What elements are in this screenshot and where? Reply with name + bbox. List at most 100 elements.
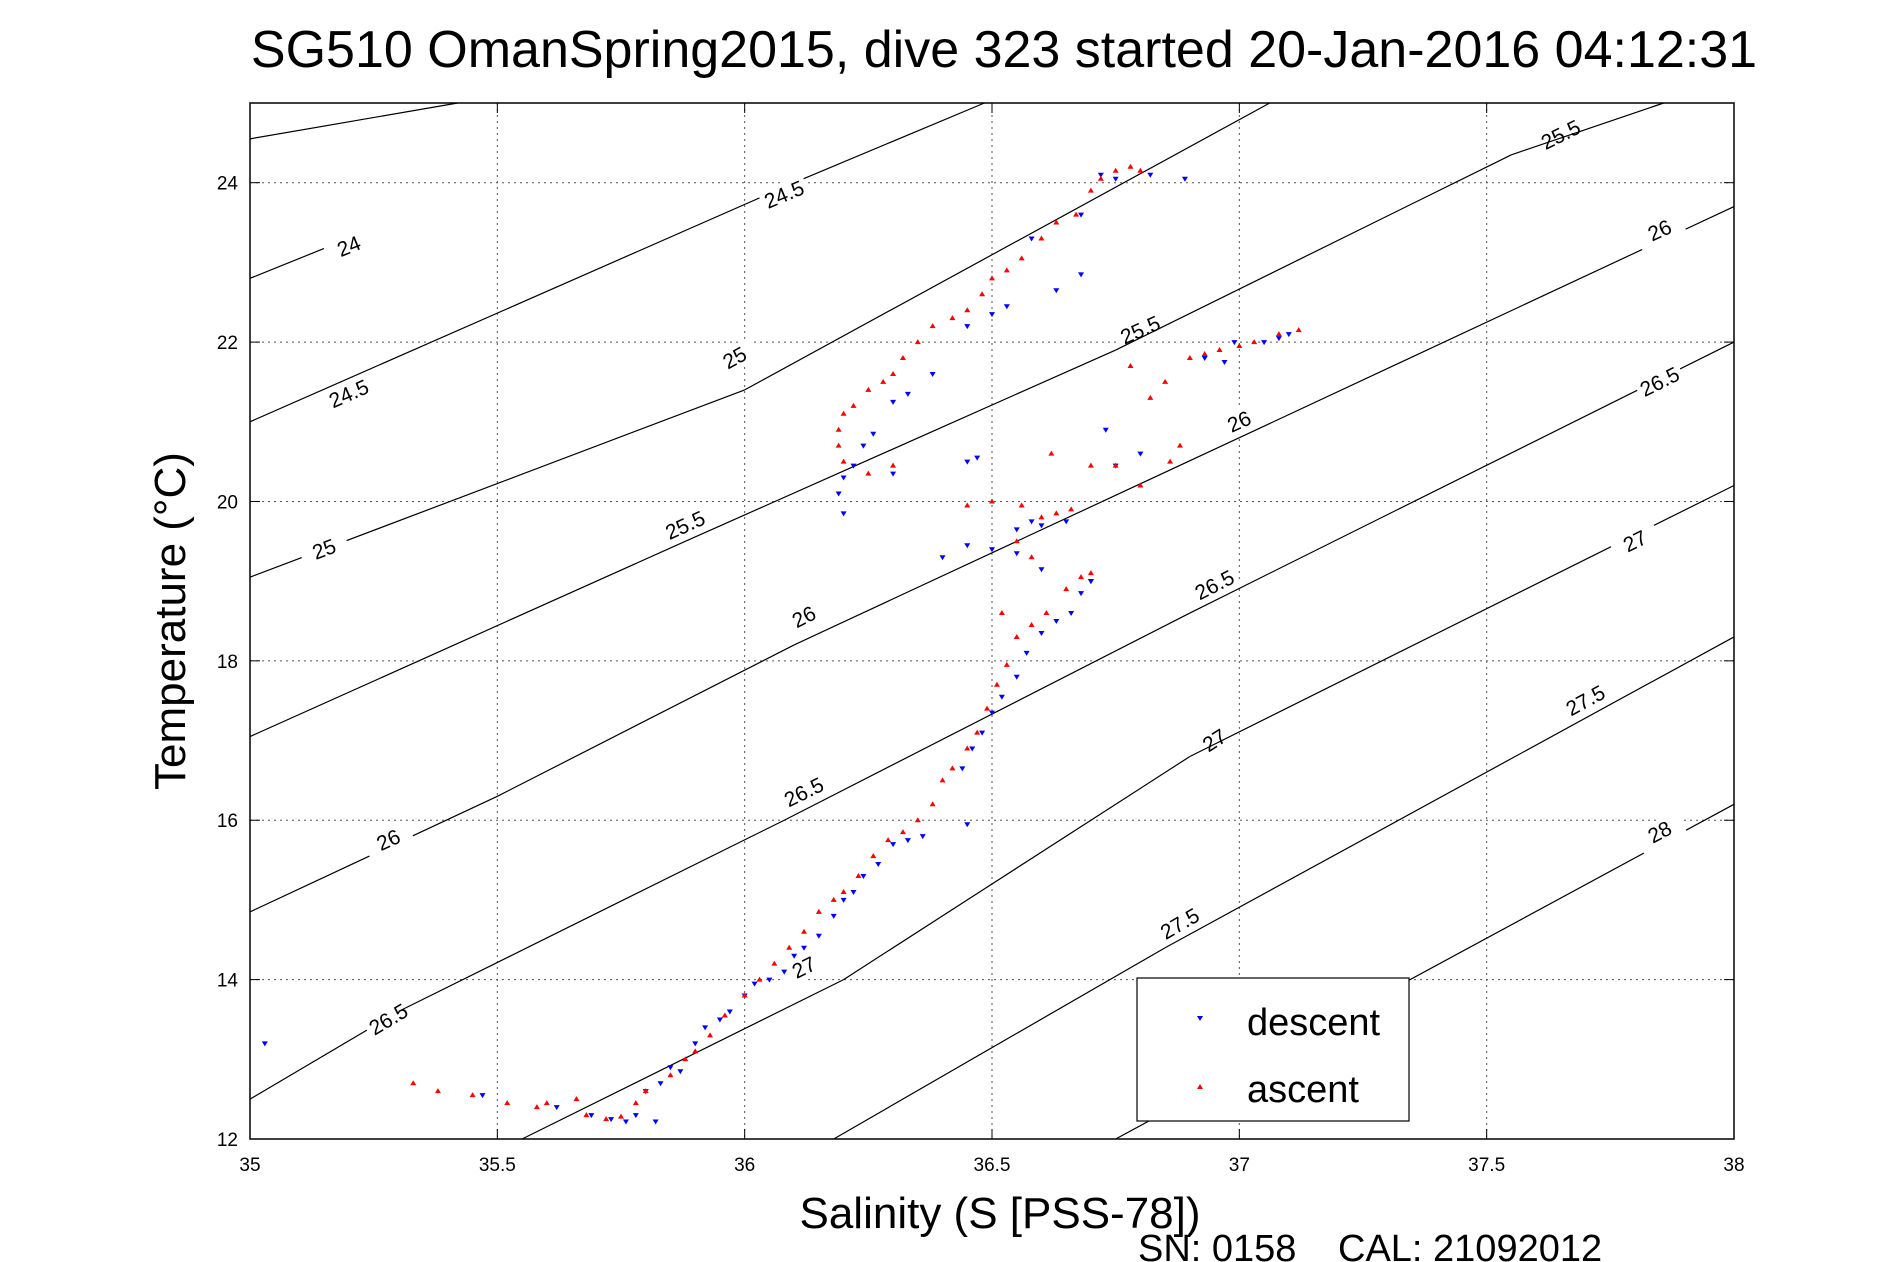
- descent-point: [904, 391, 911, 397]
- descent-point: [998, 694, 1005, 700]
- data-points: [261, 163, 1302, 1125]
- ascent-point: [721, 1012, 728, 1018]
- descent-point: [1078, 272, 1085, 278]
- ascent-point: [880, 378, 887, 384]
- serial-number: SN: 0158: [1138, 1228, 1296, 1262]
- descent-point: [791, 953, 798, 959]
- ascent-point: [929, 323, 936, 329]
- isopycnal-label-bg: [1153, 901, 1207, 947]
- ascent-point: [1251, 339, 1258, 345]
- descent-point: [1013, 527, 1020, 533]
- isopycnal-line: [249, 102, 458, 140]
- plot-area: 2424.524.5252525.525.525.52626262626.526…: [217, 102, 1745, 1176]
- ascent-point: [1013, 633, 1020, 639]
- ascent-point: [840, 410, 847, 416]
- ascent-point: [504, 1100, 511, 1106]
- ascent-point: [840, 458, 847, 464]
- ascent-point: [899, 355, 906, 361]
- descent-point: [781, 969, 788, 975]
- isopycnal-label-bg: [1187, 717, 1242, 764]
- ascent-point: [1028, 621, 1035, 627]
- ascent-point: [964, 502, 971, 508]
- descent-point: [1097, 172, 1104, 178]
- descent-point: [964, 324, 971, 330]
- isopycnal-label-bg: [1534, 113, 1588, 157]
- ascent-point: [410, 1080, 417, 1086]
- descent-point: [692, 1041, 699, 1047]
- descent-point: [875, 862, 882, 868]
- isopycnal-line: [843, 755, 1191, 981]
- descent-point: [766, 977, 773, 983]
- isopycnal-line: [497, 644, 795, 797]
- ascent-point: [1087, 570, 1094, 576]
- isopycnal-label-bg: [361, 819, 416, 862]
- descent-point: [726, 1009, 733, 1015]
- descent-point: [989, 312, 995, 318]
- ascent-point: [692, 1048, 699, 1054]
- legend-marker-ascent: [1197, 1084, 1203, 1089]
- ascent-point: [899, 829, 906, 835]
- ascent-point: [1048, 450, 1055, 456]
- descent-point: [1063, 519, 1070, 525]
- isopycnal-line: [249, 540, 686, 738]
- legend-label-ascent: ascent: [1247, 1069, 1359, 1111]
- ascent-point: [469, 1092, 476, 1098]
- descent-point: [904, 838, 911, 844]
- x-tick-label: 36.5: [974, 1155, 1011, 1176]
- descent-point: [1068, 611, 1075, 617]
- ascent-point: [989, 275, 995, 281]
- descent-point: [1038, 630, 1045, 636]
- descent-point: [989, 710, 995, 716]
- descent-point: [801, 945, 808, 951]
- y-tick-label: 18: [217, 652, 238, 673]
- ascent-point: [1078, 574, 1085, 580]
- descent-point: [840, 511, 847, 517]
- descent-point: [1137, 451, 1144, 457]
- descent-point: [667, 1065, 674, 1071]
- descent-point: [751, 981, 758, 987]
- y-tick-label: 20: [217, 492, 238, 513]
- legend: descent ascent: [1136, 977, 1410, 1122]
- ascent-point: [855, 873, 862, 879]
- ascent-point: [1137, 482, 1144, 488]
- descent-point: [964, 543, 971, 549]
- isopycnal-line: [398, 819, 785, 1013]
- ascent-point: [815, 908, 822, 914]
- descent-point: [716, 1017, 723, 1023]
- descent-point: [608, 1117, 615, 1123]
- descent-point: [1147, 172, 1154, 178]
- isopycnal-line: [793, 102, 985, 184]
- isopycnal-label-bg: [707, 335, 762, 381]
- descent-point: [1102, 427, 1109, 433]
- ascent-point: [603, 1116, 610, 1122]
- descent-point: [652, 1119, 659, 1125]
- ascent-point: [1112, 462, 1119, 468]
- descent-point: [1078, 591, 1085, 597]
- ascent-point: [1013, 538, 1020, 544]
- ascent-point: [1167, 458, 1174, 464]
- ascent-point: [771, 960, 778, 966]
- isopycnal-line: [249, 182, 795, 423]
- ascent-point: [865, 386, 872, 392]
- ascent-point: [1186, 355, 1193, 361]
- descent-point: [890, 842, 897, 848]
- legend-box: [1136, 977, 1410, 1122]
- ascent-point: [890, 462, 897, 468]
- descent-point: [974, 455, 981, 461]
- series-ascent: [410, 163, 1302, 1122]
- isopycnal-line: [783, 612, 1191, 821]
- ascent-point: [583, 1112, 590, 1118]
- descent-point: [553, 1105, 560, 1111]
- isopycnal-line: [833, 947, 1166, 1140]
- ascent-point: [1275, 331, 1282, 337]
- descent-point: [622, 1119, 629, 1125]
- chart-title: SG510 OmanSpring2015, dive 323 started 2…: [251, 21, 1757, 79]
- ascent-point: [865, 470, 872, 476]
- ascent-point: [929, 801, 936, 807]
- ascent-point: [1087, 462, 1094, 468]
- y-tick-label: 14: [217, 971, 239, 992]
- descent-point: [632, 1113, 639, 1119]
- descent-point: [835, 491, 842, 497]
- isopycnal-line: [685, 349, 1116, 542]
- ascent-point: [835, 426, 842, 432]
